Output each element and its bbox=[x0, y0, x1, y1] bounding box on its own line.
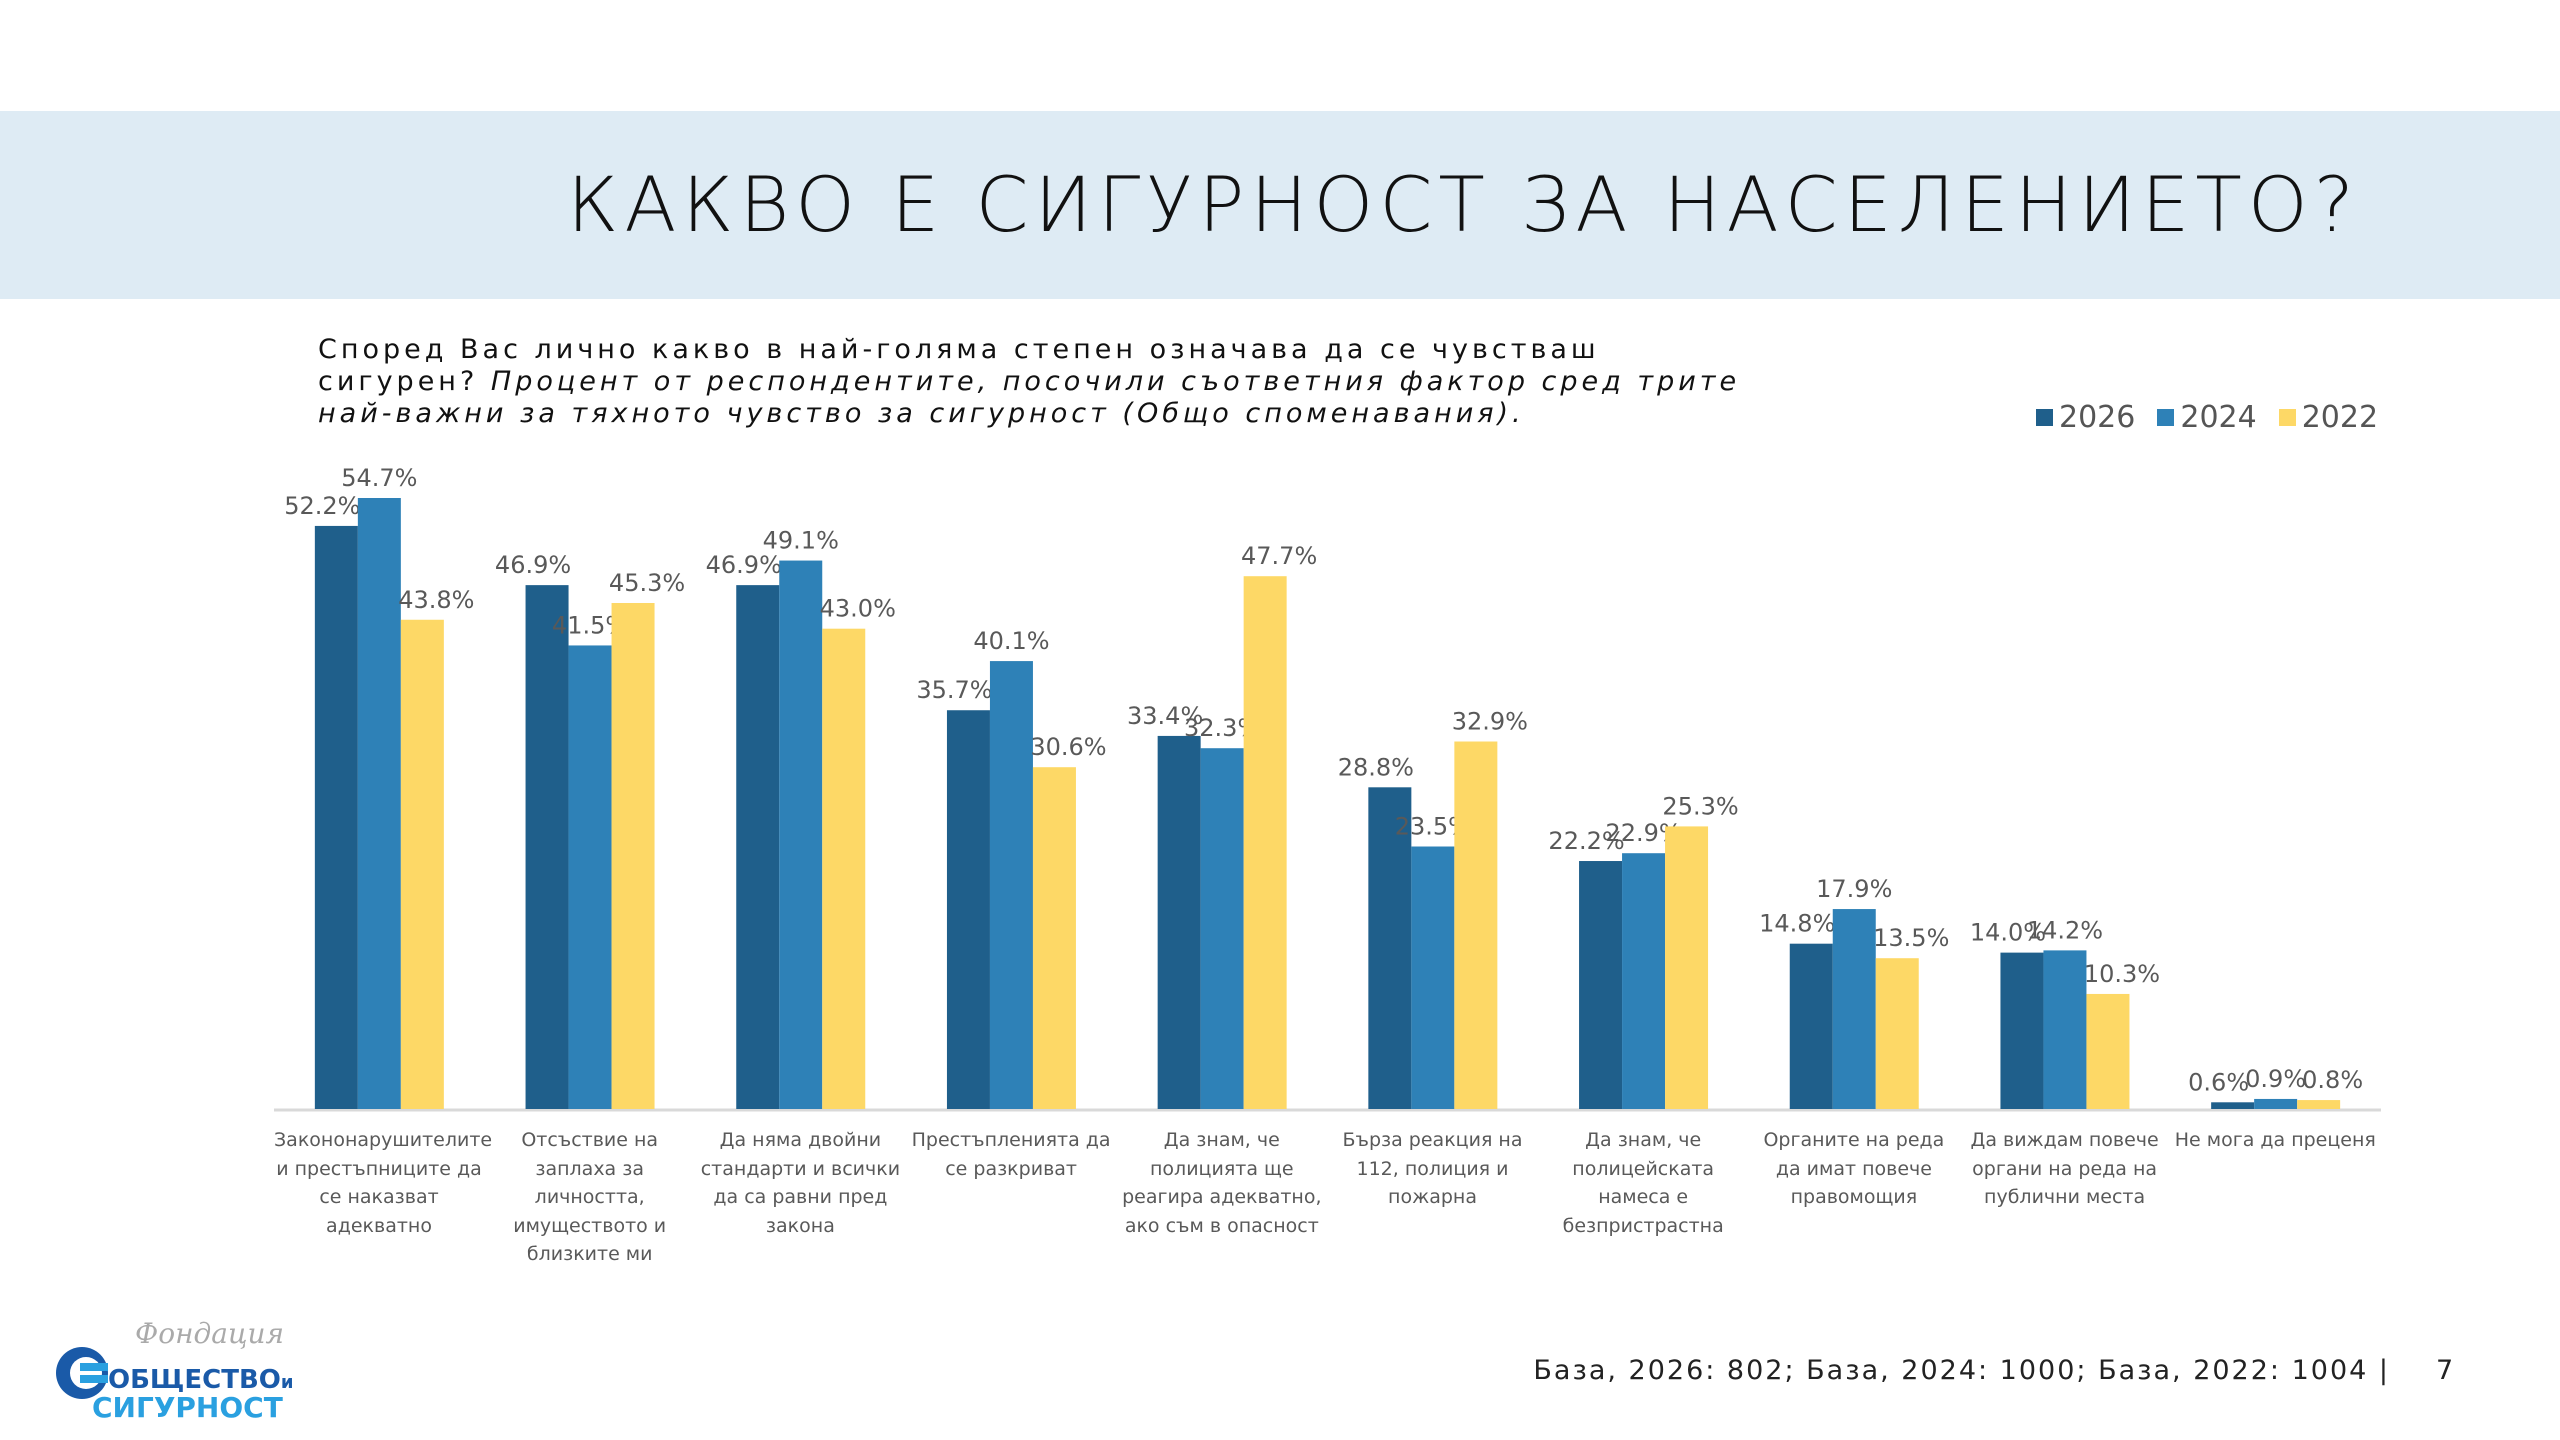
data-label: 47.7% bbox=[1241, 542, 1317, 570]
bar-2026-4 bbox=[1157, 735, 1201, 1109]
legend-label: 2022 bbox=[2301, 400, 2379, 435]
data-label: 46.9% bbox=[495, 551, 571, 579]
page-number: 7 bbox=[2436, 1355, 2454, 1386]
data-label: 0.6% bbox=[2188, 1068, 2249, 1096]
base-footnote: База, 2026: 802; База, 2024: 1000; База,… bbox=[1533, 1355, 2390, 1386]
data-label: 45.3% bbox=[609, 569, 685, 597]
data-label: 35.7% bbox=[916, 676, 992, 704]
data-label: 32.9% bbox=[1452, 708, 1528, 736]
bar-2022-3 bbox=[1032, 767, 1076, 1109]
category-label: Отсъствие на заплаха за личността, имуще… bbox=[513, 1129, 667, 1265]
data-label: 52.2% bbox=[284, 492, 360, 520]
logo-script: Фондация bbox=[135, 1317, 284, 1350]
bar-2024-8 bbox=[2043, 950, 2087, 1109]
bar-2022-2 bbox=[822, 628, 866, 1109]
bar-2022-6 bbox=[1665, 826, 1709, 1109]
data-label: 25.3% bbox=[1662, 792, 1738, 820]
bar-2022-7 bbox=[1875, 958, 1919, 1109]
data-label: 14.0% bbox=[1970, 919, 2046, 947]
bar-2022-5 bbox=[1454, 741, 1498, 1109]
data-label: 0.9% bbox=[2245, 1065, 2306, 1093]
legend-item-2024: 2024 bbox=[2157, 400, 2257, 435]
header-band bbox=[0, 111, 2560, 299]
data-label: 54.7% bbox=[341, 464, 417, 492]
svg-text:ОБЩЕСТВОи: ОБЩЕСТВОи bbox=[108, 1365, 294, 1395]
legend-swatch bbox=[2036, 409, 2053, 426]
data-label: 14.8% bbox=[1759, 910, 1835, 938]
question-main: Според Вас лично какво в най-голяма степ… bbox=[318, 334, 1600, 397]
bar-2024-3 bbox=[989, 661, 1033, 1109]
legend-item-2022: 2022 bbox=[2278, 400, 2379, 435]
category-label: Органите на реда да имат повече правомощ… bbox=[1763, 1129, 1945, 1208]
bar-2024-9 bbox=[2254, 1098, 2298, 1109]
bar-2026-7 bbox=[1789, 943, 1833, 1109]
bar-2022-8 bbox=[2086, 993, 2130, 1109]
data-label: 33.4% bbox=[1127, 702, 1203, 730]
data-label: 10.3% bbox=[2084, 960, 2160, 988]
bar-2026-5 bbox=[1368, 787, 1412, 1109]
data-label: 22.2% bbox=[1548, 827, 1624, 855]
chart-legend: 2026 2024 2022 bbox=[2036, 400, 2378, 435]
data-label: 0.8% bbox=[2302, 1066, 2363, 1094]
category-label: Да няма двойни стандарти и всички да са … bbox=[700, 1129, 901, 1237]
category-label: Престъпленията да се разкриват bbox=[911, 1129, 1111, 1180]
category-label: Да знам, че полицейската намеса е безпри… bbox=[1562, 1129, 1724, 1237]
bar-2026-0 bbox=[314, 525, 358, 1109]
bar-2026-9 bbox=[2211, 1102, 2255, 1109]
legend-swatch bbox=[2278, 409, 2296, 426]
bar-2024-5 bbox=[1411, 846, 1455, 1109]
data-label: 13.5% bbox=[1873, 924, 1949, 952]
data-label: 43.0% bbox=[820, 595, 896, 623]
bar-2024-7 bbox=[1832, 909, 1876, 1109]
category-label: Не мога да преценя bbox=[2174, 1129, 2376, 1151]
data-label: 30.6% bbox=[1030, 733, 1106, 761]
bar-2026-3 bbox=[946, 710, 990, 1109]
bar-2022-4 bbox=[1243, 576, 1287, 1109]
bar-2024-6 bbox=[1622, 853, 1666, 1109]
page-title: КАКВО Е СИГУРНОСТ ЗА НАСЕЛЕНИЕТО? bbox=[567, 160, 2360, 249]
bar-2024-2 bbox=[779, 560, 823, 1109]
category-label: Да знам, че полицията ще реагира адекват… bbox=[1122, 1129, 1322, 1237]
data-label: 49.1% bbox=[763, 527, 839, 555]
bar-2024-4 bbox=[1200, 748, 1244, 1109]
bar-2026-6 bbox=[1579, 861, 1623, 1109]
bar-2022-0 bbox=[400, 619, 444, 1109]
foundation-logo: Фондация ОБЩЕСТВОи СИГУРНОСТ bbox=[56, 1317, 294, 1424]
bar-2024-1 bbox=[568, 645, 612, 1109]
bar-2026-8 bbox=[2000, 952, 2044, 1109]
legend-item-2026: 2026 bbox=[2036, 400, 2135, 435]
bar-2024-0 bbox=[357, 498, 401, 1110]
legend-swatch bbox=[2157, 409, 2175, 426]
bar-2022-9 bbox=[2297, 1100, 2341, 1109]
bar-2026-1 bbox=[525, 585, 569, 1109]
bar-2026-2 bbox=[736, 585, 780, 1109]
bar-2022-1 bbox=[611, 602, 655, 1109]
question-note: Процент от респондентите, посочили съотв… bbox=[318, 366, 1741, 429]
data-label: 43.8% bbox=[398, 586, 474, 614]
data-label: 28.8% bbox=[1338, 753, 1414, 781]
data-label: 40.1% bbox=[973, 627, 1049, 655]
legend-label: 2026 bbox=[2059, 400, 2136, 435]
category-label: Бърза реакция на 112, полиция и пожарна bbox=[1342, 1129, 1523, 1208]
data-label: 14.2% bbox=[2027, 916, 2103, 944]
legend-label: 2024 bbox=[2180, 400, 2257, 435]
svg-text:СИГУРНОСТ: СИГУРНОСТ bbox=[92, 1391, 283, 1424]
data-label: 46.9% bbox=[706, 551, 782, 579]
question-text: Според Вас лично какво в най-голяма степ… bbox=[318, 334, 1768, 430]
data-label: 17.9% bbox=[1816, 875, 1892, 903]
category-label: Да виждам повече органи на реда на публи… bbox=[1970, 1129, 2159, 1208]
category-label: Закононарушителите и престъпниците да се… bbox=[274, 1129, 493, 1237]
